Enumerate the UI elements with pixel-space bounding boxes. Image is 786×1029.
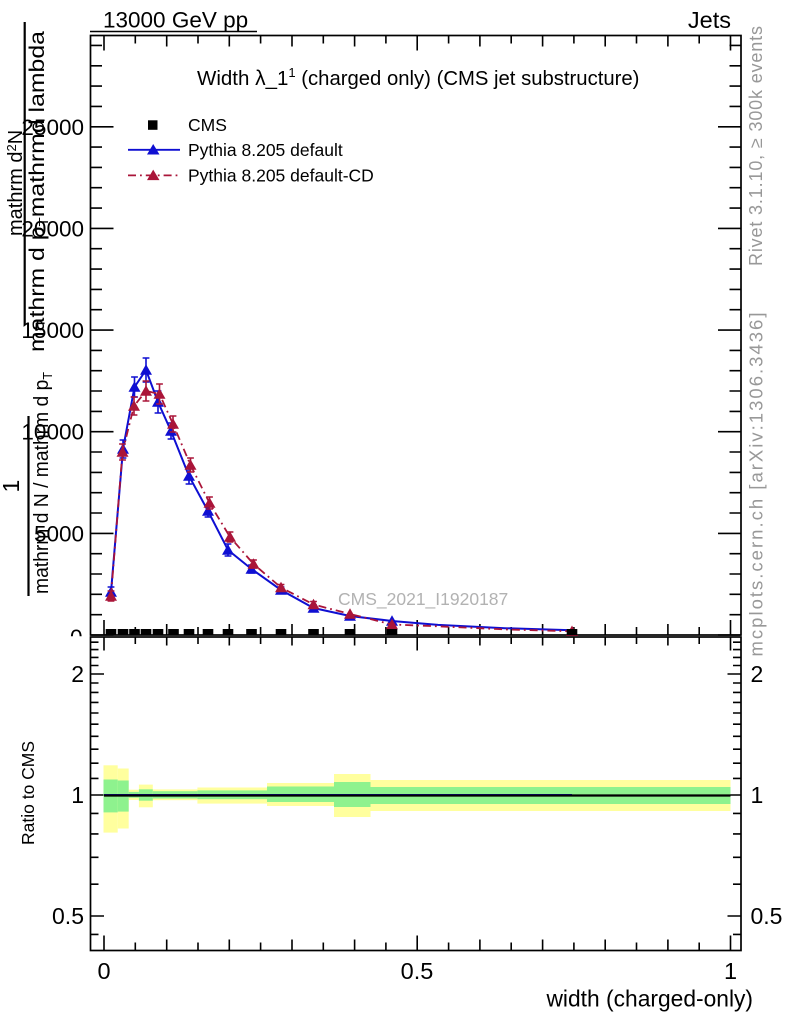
svg-text:0.5: 0.5 bbox=[751, 903, 783, 929]
svg-text:1: 1 bbox=[71, 782, 84, 808]
svg-text:mathrm d pTmathrmd lambda: mathrm d pTmathrmd lambda bbox=[25, 31, 51, 352]
svg-text:10000: 10000 bbox=[21, 420, 84, 445]
svg-text:25000: 25000 bbox=[21, 115, 84, 140]
svg-text:5000: 5000 bbox=[34, 522, 84, 547]
svg-text:13000 GeV pp: 13000 GeV pp bbox=[103, 8, 248, 33]
svg-text:Ratio to CMS: Ratio to CMS bbox=[18, 741, 38, 845]
svg-text:0: 0 bbox=[97, 958, 110, 984]
svg-text:width (charged-only): width (charged-only) bbox=[545, 986, 753, 1012]
svg-text:0: 0 bbox=[70, 625, 83, 650]
svg-text:Width λ_11 (charged only) (CMS: Width λ_11 (charged only) (CMS jet subst… bbox=[197, 65, 639, 90]
svg-text:Rivet 3.1.10, ≥ 300k events: Rivet 3.1.10, ≥ 300k events bbox=[746, 26, 766, 266]
svg-text:Pythia 8.205 default: Pythia 8.205 default bbox=[188, 140, 343, 160]
svg-text:CMS: CMS bbox=[188, 115, 227, 135]
svg-text:15000: 15000 bbox=[21, 318, 84, 343]
svg-text:2: 2 bbox=[751, 661, 764, 687]
svg-text:Pythia 8.205 default-CD: Pythia 8.205 default-CD bbox=[188, 166, 374, 186]
svg-text:1: 1 bbox=[0, 480, 24, 493]
svg-text:2: 2 bbox=[71, 661, 84, 687]
svg-text:mathrm d N / mathrm d pT: mathrm d N / mathrm d pT bbox=[31, 372, 55, 594]
svg-text:0.5: 0.5 bbox=[52, 903, 84, 929]
svg-text:1: 1 bbox=[724, 958, 737, 984]
svg-text:CMS_2021_I1920187: CMS_2021_I1920187 bbox=[338, 589, 508, 610]
svg-text:20000: 20000 bbox=[21, 217, 84, 242]
svg-text:mathrm d2N: mathrm d2N bbox=[4, 130, 27, 236]
svg-text:0.5: 0.5 bbox=[401, 958, 434, 984]
svg-text:Jets: Jets bbox=[688, 7, 731, 33]
svg-text:1: 1 bbox=[751, 782, 764, 808]
